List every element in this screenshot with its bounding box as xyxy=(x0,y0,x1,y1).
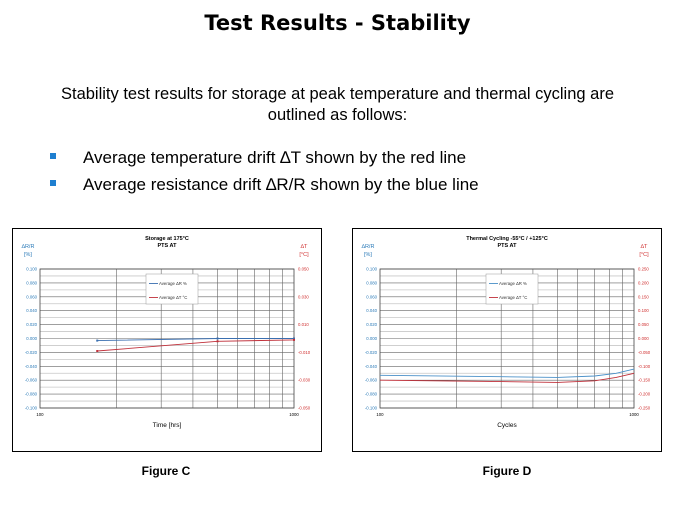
data-point xyxy=(96,350,99,353)
series-line-delta-r xyxy=(379,368,635,378)
left-axis-label: ∆R/R xyxy=(362,244,375,250)
right-tick-label: 0.250 xyxy=(638,267,649,272)
chart-subtitle: PTS AT xyxy=(158,243,178,249)
chart-subtitle: PTS AT xyxy=(498,243,518,249)
right-axis-label: ∆T xyxy=(301,244,308,250)
right-tick-label: 0.000 xyxy=(638,336,649,341)
right-axis-label: ∆T xyxy=(641,244,648,250)
right-tick-label: 0.010 xyxy=(298,322,309,327)
data-point xyxy=(293,338,295,341)
left-tick-label: 0.080 xyxy=(366,280,377,285)
figure-d-caption: Figure D xyxy=(482,464,532,478)
left-tick-label: 0.020 xyxy=(366,322,377,327)
bullet-square-icon xyxy=(50,179,56,186)
left-tick-label: -0.100 xyxy=(365,406,378,411)
left-tick-label: 0.040 xyxy=(366,308,377,313)
x-tick-label: 1000 xyxy=(629,412,639,417)
data-point xyxy=(96,339,99,342)
data-point xyxy=(216,337,219,340)
legend-box xyxy=(145,273,199,305)
x-axis-label: Time [hrs] xyxy=(153,422,182,429)
left-tick-label: -0.060 xyxy=(25,378,38,383)
left-tick-label: 0.000 xyxy=(26,336,37,341)
right-tick-label: -0.100 xyxy=(638,364,651,369)
left-tick-label: 0.020 xyxy=(26,322,37,327)
right-axis-unit: [°C] xyxy=(639,252,649,258)
x-tick-label: 100 xyxy=(36,412,44,417)
bullet-text: Average resistance drift ∆R/R shown by t… xyxy=(83,175,479,194)
right-tick-label: 0.200 xyxy=(638,280,649,285)
data-point xyxy=(216,340,219,343)
left-tick-label: -0.040 xyxy=(365,364,378,369)
right-tick-label: 0.030 xyxy=(298,294,309,299)
legend-label: Average ∆R % xyxy=(499,281,527,286)
left-tick-label: -0.060 xyxy=(365,378,378,383)
series-line-delta-t xyxy=(379,372,635,383)
right-tick-label: -0.030 xyxy=(298,378,311,383)
right-tick-label: -0.150 xyxy=(638,378,651,383)
plot-area xyxy=(379,268,635,409)
right-tick-label: 0.150 xyxy=(638,294,649,299)
chart-thermal-cycling: Thermal Cycling -55°C / +125°C PTS AT ∆R/R… xyxy=(352,228,662,452)
left-tick-label: 0.040 xyxy=(26,308,37,313)
left-tick-label: 0.100 xyxy=(366,267,377,272)
right-tick-label: -0.200 xyxy=(638,392,651,397)
right-tick-label: -0.010 xyxy=(298,350,311,355)
left-tick-label: -0.080 xyxy=(25,392,38,397)
left-tick-label: 0.080 xyxy=(26,280,37,285)
chart-title: Thermal Cycling -55°C / +125°C xyxy=(466,236,548,242)
legend-label: Average ∆R % xyxy=(159,281,187,286)
bullet-item: Average temperature drift ∆T shown by th… xyxy=(50,148,466,168)
left-axis-unit: [%] xyxy=(364,252,372,258)
x-tick-label: 100 xyxy=(376,412,384,417)
left-tick-label: -0.100 xyxy=(25,406,38,411)
right-tick-label: 0.050 xyxy=(638,322,649,327)
right-tick-label: -0.250 xyxy=(638,406,651,411)
bullet-square-icon xyxy=(50,152,56,159)
left-tick-label: -0.020 xyxy=(365,350,378,355)
right-axis-unit: [°C] xyxy=(299,252,309,258)
x-axis-label: Cycles xyxy=(497,422,517,429)
left-tick-label: 0.100 xyxy=(26,267,37,272)
intro-text: Stability test results for storage at pe… xyxy=(60,85,615,124)
x-tick-label: 1000 xyxy=(289,412,299,417)
left-tick-label: 0.060 xyxy=(26,294,37,299)
data-point xyxy=(293,337,295,340)
left-tick-label: 0.000 xyxy=(366,336,377,341)
left-tick-label: -0.040 xyxy=(25,364,38,369)
chart-title: Storage at 175°C xyxy=(145,236,189,242)
bullet-item: Average resistance drift ∆R/R shown by t… xyxy=(50,175,479,195)
left-tick-label: -0.020 xyxy=(25,350,38,355)
left-tick-label: 0.060 xyxy=(366,294,377,299)
right-tick-label: 0.100 xyxy=(638,308,649,313)
right-tick-label: 0.050 xyxy=(298,267,309,272)
legend-box xyxy=(485,273,539,305)
legend-label: Average ∆T °C xyxy=(499,295,527,300)
legend-label: Average ∆T °C xyxy=(159,295,187,300)
bullet-text: Average temperature drift ∆T shown by th… xyxy=(83,148,467,167)
left-axis-unit: [%] xyxy=(24,252,32,258)
page-title: Test Results - Stability xyxy=(204,11,471,35)
chart-storage: Storage at 175°C PTS AT ∆R/R [%] ∆T [°C] 0.100… xyxy=(12,228,322,452)
left-tick-label: -0.080 xyxy=(365,392,378,397)
right-tick-label: -0.050 xyxy=(638,350,651,355)
left-axis-label: ∆R/R xyxy=(22,244,35,250)
figure-c-caption: Figure C xyxy=(141,464,191,478)
right-tick-label: -0.050 xyxy=(298,406,311,411)
